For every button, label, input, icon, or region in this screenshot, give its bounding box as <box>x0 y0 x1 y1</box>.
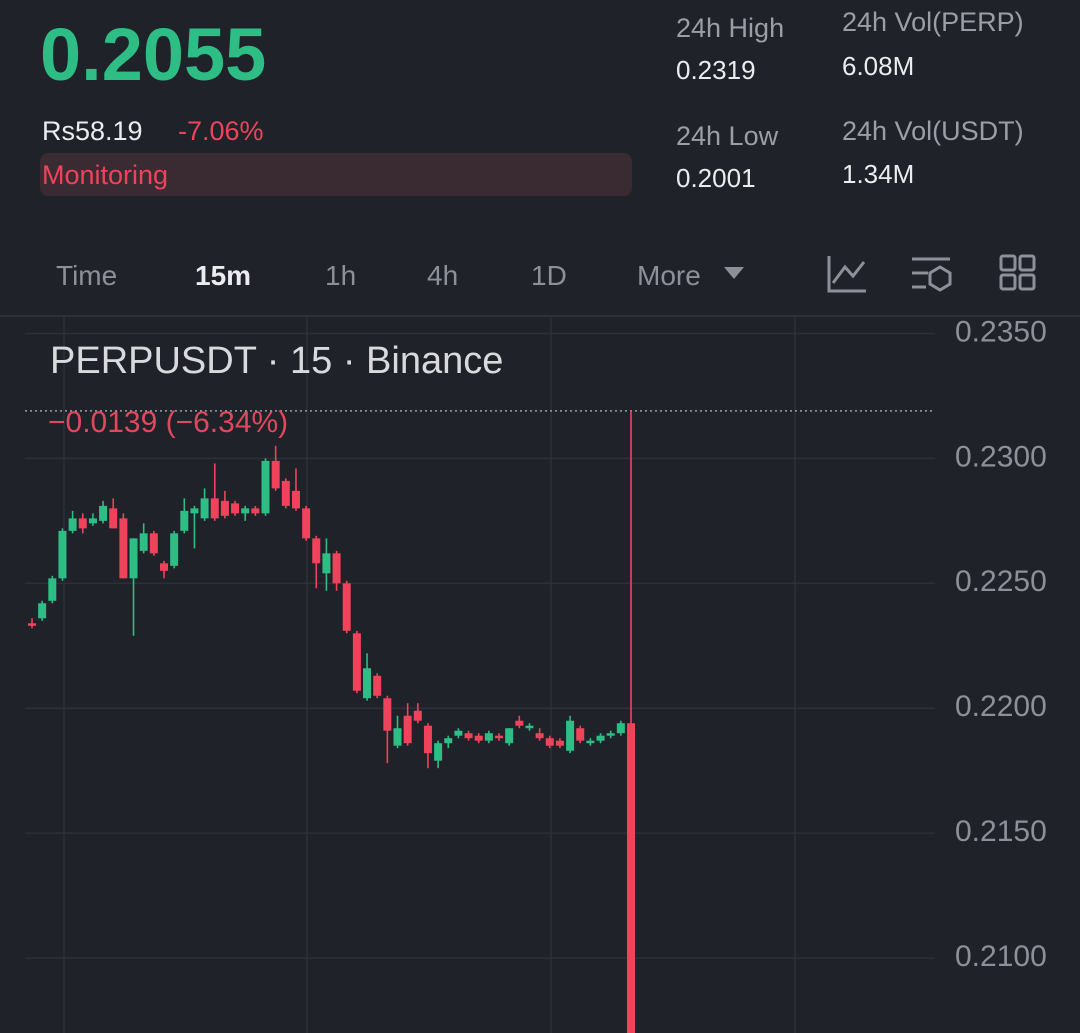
local-price: Rs58.19 <box>42 116 143 146</box>
candle-body <box>200 498 209 519</box>
y-tick-label: 0.2150 <box>955 815 1047 848</box>
candle-body <box>363 668 372 699</box>
candle-body <box>190 508 199 514</box>
candle-body <box>38 603 47 619</box>
plot <box>25 332 935 1033</box>
candle-body <box>555 740 564 746</box>
stat-value: 0.2001 <box>676 163 756 193</box>
candle-body <box>170 533 179 566</box>
tab[interactable]: 1D <box>531 260 567 291</box>
candle-body <box>484 733 493 741</box>
candle-body <box>78 518 87 529</box>
more-arrow[interactable] <box>724 267 744 279</box>
candle-body <box>159 563 168 571</box>
tab[interactable]: More <box>637 260 701 291</box>
stat-label: 24h Vol(PERP) <box>842 7 1024 37</box>
candle-body <box>535 733 544 739</box>
candle-body <box>352 633 361 691</box>
change: -7.06% <box>178 116 264 146</box>
monitoring-tag: Monitoring <box>42 160 168 190</box>
candle-body <box>373 675 382 696</box>
candle-body <box>251 508 260 514</box>
y-tick-label: 0.2100 <box>955 940 1047 973</box>
candle-body <box>495 735 504 739</box>
stat-label: 24h High <box>676 13 784 43</box>
candle-body <box>220 500 229 516</box>
candle-body <box>109 508 118 529</box>
candle-body <box>616 723 625 734</box>
candle-body <box>596 735 605 741</box>
candle-body <box>332 553 341 584</box>
candle-body <box>474 735 483 741</box>
monitoring-bar <box>40 153 632 196</box>
tab[interactable]: 1h <box>325 260 356 291</box>
interval-tabs: Time 15m 1h 4h 1D More <box>56 260 701 291</box>
tab[interactable]: Time <box>56 260 117 291</box>
candle-body <box>393 728 402 746</box>
candle-body <box>515 720 524 726</box>
price: 0.2055 <box>40 13 266 96</box>
candle-body <box>423 725 432 754</box>
candle-body <box>606 733 615 736</box>
candle-body <box>434 743 443 761</box>
candle-body <box>413 710 422 721</box>
y-tick-label: 0.2200 <box>955 690 1047 723</box>
candle-body <box>464 733 473 739</box>
candle-body <box>58 530 67 579</box>
stat-label: 24h Low <box>676 121 779 151</box>
candle-body <box>139 533 148 551</box>
vertical-grid <box>63 316 796 1033</box>
candle-body <box>129 538 138 579</box>
candle-body <box>342 583 351 631</box>
candle-body <box>68 518 77 531</box>
candle-body <box>576 728 585 741</box>
stat-value: 6.08M <box>842 51 914 81</box>
settings-icon[interactable] <box>912 257 952 292</box>
candle-body <box>454 730 463 736</box>
candle-body <box>99 505 108 521</box>
candle-body <box>88 518 97 524</box>
y-tick-label: 0.2300 <box>955 440 1047 473</box>
candle-body <box>383 698 392 731</box>
candle-body <box>119 518 128 579</box>
candle-body <box>231 503 240 514</box>
candle-body <box>261 460 270 514</box>
y-tick-label: 0.2250 <box>955 565 1047 598</box>
candle-body <box>566 720 575 751</box>
stat-value: 1.34M <box>842 159 914 189</box>
tab[interactable]: 4h <box>427 260 458 291</box>
candle-body <box>149 533 158 554</box>
candle-body <box>241 508 250 514</box>
annotation: −0.0139 (−6.34%) <box>48 406 288 439</box>
chart-title: PERPUSDT · 15 · Binance <box>50 340 503 382</box>
candle-body <box>505 728 514 744</box>
stat-label: 24h Vol(USDT) <box>842 116 1024 146</box>
candle-body <box>281 480 290 506</box>
candle-body <box>271 460 280 489</box>
candle-body <box>302 508 311 539</box>
y-tick-label: 0.2350 <box>955 315 1047 348</box>
candle-body <box>210 498 219 519</box>
candle-body <box>525 725 534 729</box>
candle-body <box>545 738 554 746</box>
layout-icon[interactable] <box>999 254 1036 291</box>
candle-body <box>627 723 635 1033</box>
candle-body <box>28 623 36 626</box>
indicator-icon[interactable] <box>827 256 866 293</box>
tab[interactable]: 15m <box>195 260 251 291</box>
candle-body <box>291 490 300 509</box>
candle-body <box>48 578 57 601</box>
candle-body <box>312 538 321 564</box>
candle-body <box>403 715 412 744</box>
candle-body <box>586 740 595 744</box>
stat-value: 0.2319 <box>676 55 756 85</box>
candle-body <box>180 510 189 531</box>
candle-body <box>444 738 453 744</box>
candle-body <box>322 553 331 574</box>
